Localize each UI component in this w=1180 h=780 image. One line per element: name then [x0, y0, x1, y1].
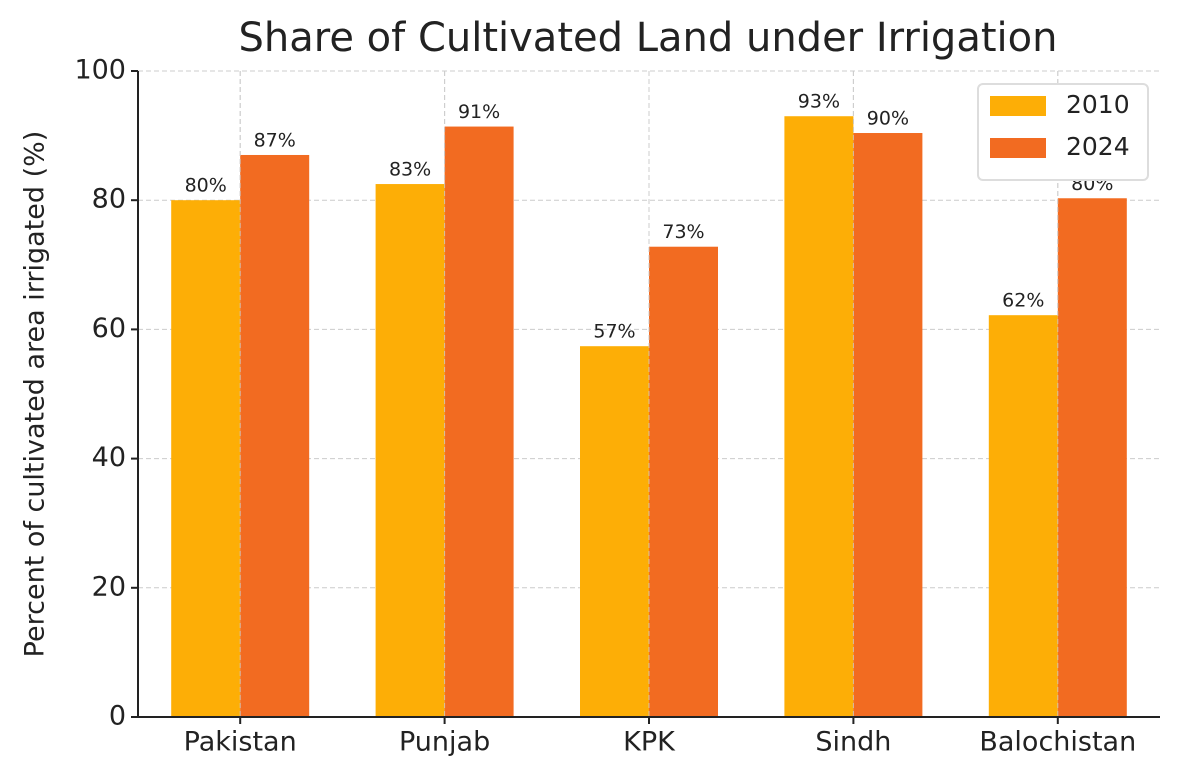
- bar: [444, 126, 514, 717]
- x-tick-label: Sindh: [815, 727, 891, 758]
- legend-swatch: [990, 96, 1046, 116]
- value-label: 83%: [389, 159, 431, 181]
- bar: [240, 154, 310, 718]
- y-tick-label: 60: [92, 313, 126, 344]
- legend-label: 2024: [1066, 132, 1130, 161]
- x-tick-label: Balochistan: [979, 727, 1136, 758]
- bar: [375, 184, 445, 718]
- bar: [580, 346, 649, 717]
- value-label: 80%: [185, 175, 227, 197]
- value-label: 90%: [867, 108, 909, 130]
- y-tick-label: 80: [92, 184, 126, 215]
- bar: [171, 200, 241, 717]
- value-label: 91%: [458, 101, 500, 123]
- y-tick-label: 40: [92, 442, 126, 473]
- y-tick-label: 20: [92, 571, 126, 602]
- x-tick-label: Pakistan: [184, 727, 297, 758]
- y-axis-label: Percent of cultivated area irrigated (%): [20, 131, 51, 658]
- bar: [853, 133, 923, 718]
- x-tick-label: KPK: [623, 727, 676, 758]
- value-label: 87%: [254, 129, 296, 151]
- bar: [988, 315, 1058, 717]
- bar: [784, 116, 854, 718]
- bar: [1057, 198, 1127, 718]
- value-label: 93%: [798, 91, 840, 113]
- y-tick-label: 100: [74, 55, 126, 86]
- value-label: 73%: [662, 221, 704, 243]
- y-tick-label: 0: [109, 701, 126, 732]
- chart-title: Share of Cultivated Land under Irrigatio…: [239, 15, 1058, 61]
- legend-label: 2010: [1066, 90, 1130, 119]
- legend-swatch: [990, 138, 1046, 158]
- value-label: 57%: [593, 321, 635, 343]
- x-tick-label: Punjab: [399, 727, 490, 758]
- bar: [649, 246, 718, 717]
- value-label: 62%: [1002, 290, 1044, 312]
